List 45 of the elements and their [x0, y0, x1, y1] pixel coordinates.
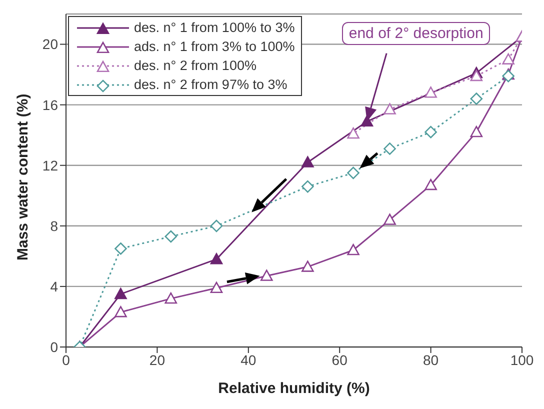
point: [164, 230, 178, 243]
point: [210, 282, 223, 294]
point: [502, 53, 514, 64]
y-tick-label: 4: [50, 278, 58, 294]
legend-label: des. n° 2 from 97% to 3%: [134, 76, 288, 94]
point: [210, 253, 223, 264]
annotation: end of 2° desorption: [342, 22, 490, 45]
point: [470, 92, 483, 105]
point: [114, 306, 127, 318]
point: [302, 180, 314, 193]
point: [347, 127, 360, 139]
point: [424, 86, 437, 98]
legend-label: des. n° 2 from 100%: [134, 57, 256, 75]
point: [384, 142, 396, 155]
point: [470, 70, 483, 82]
point: [347, 244, 360, 256]
y-tick-label: 20: [42, 36, 58, 52]
x-tick-label: 0: [62, 352, 70, 368]
point: [210, 220, 223, 232]
x-axis-title: Relative humidity (%): [218, 380, 370, 397]
point: [384, 103, 396, 114]
point: [260, 270, 273, 281]
y-tick-label: 8: [50, 218, 58, 234]
x-tick-label: 20: [149, 352, 166, 368]
y-axis-title: Mass water content (%): [14, 94, 32, 260]
y-tick-label: 12: [42, 157, 58, 174]
legend-label: ads. n° 1 from 3% to 100%: [134, 38, 295, 56]
y-tick-label: 16: [42, 96, 58, 113]
x-tick-label: 100: [510, 352, 534, 368]
legend-label: des. n° 1 from 100% to 3%: [134, 19, 295, 37]
point: [347, 166, 360, 180]
point: [470, 126, 483, 138]
x-tick-label: 80: [423, 352, 439, 368]
point: [384, 214, 396, 225]
point: [302, 260, 314, 272]
point: [424, 178, 437, 190]
point: [502, 70, 514, 82]
x-tick-label: 60: [332, 352, 348, 368]
point: [164, 292, 178, 304]
point: [114, 288, 127, 300]
point: [302, 156, 314, 168]
point: [424, 126, 437, 138]
y-tick-label: 0: [50, 338, 58, 355]
x-tick-label: 40: [240, 352, 256, 368]
point: [114, 242, 127, 255]
